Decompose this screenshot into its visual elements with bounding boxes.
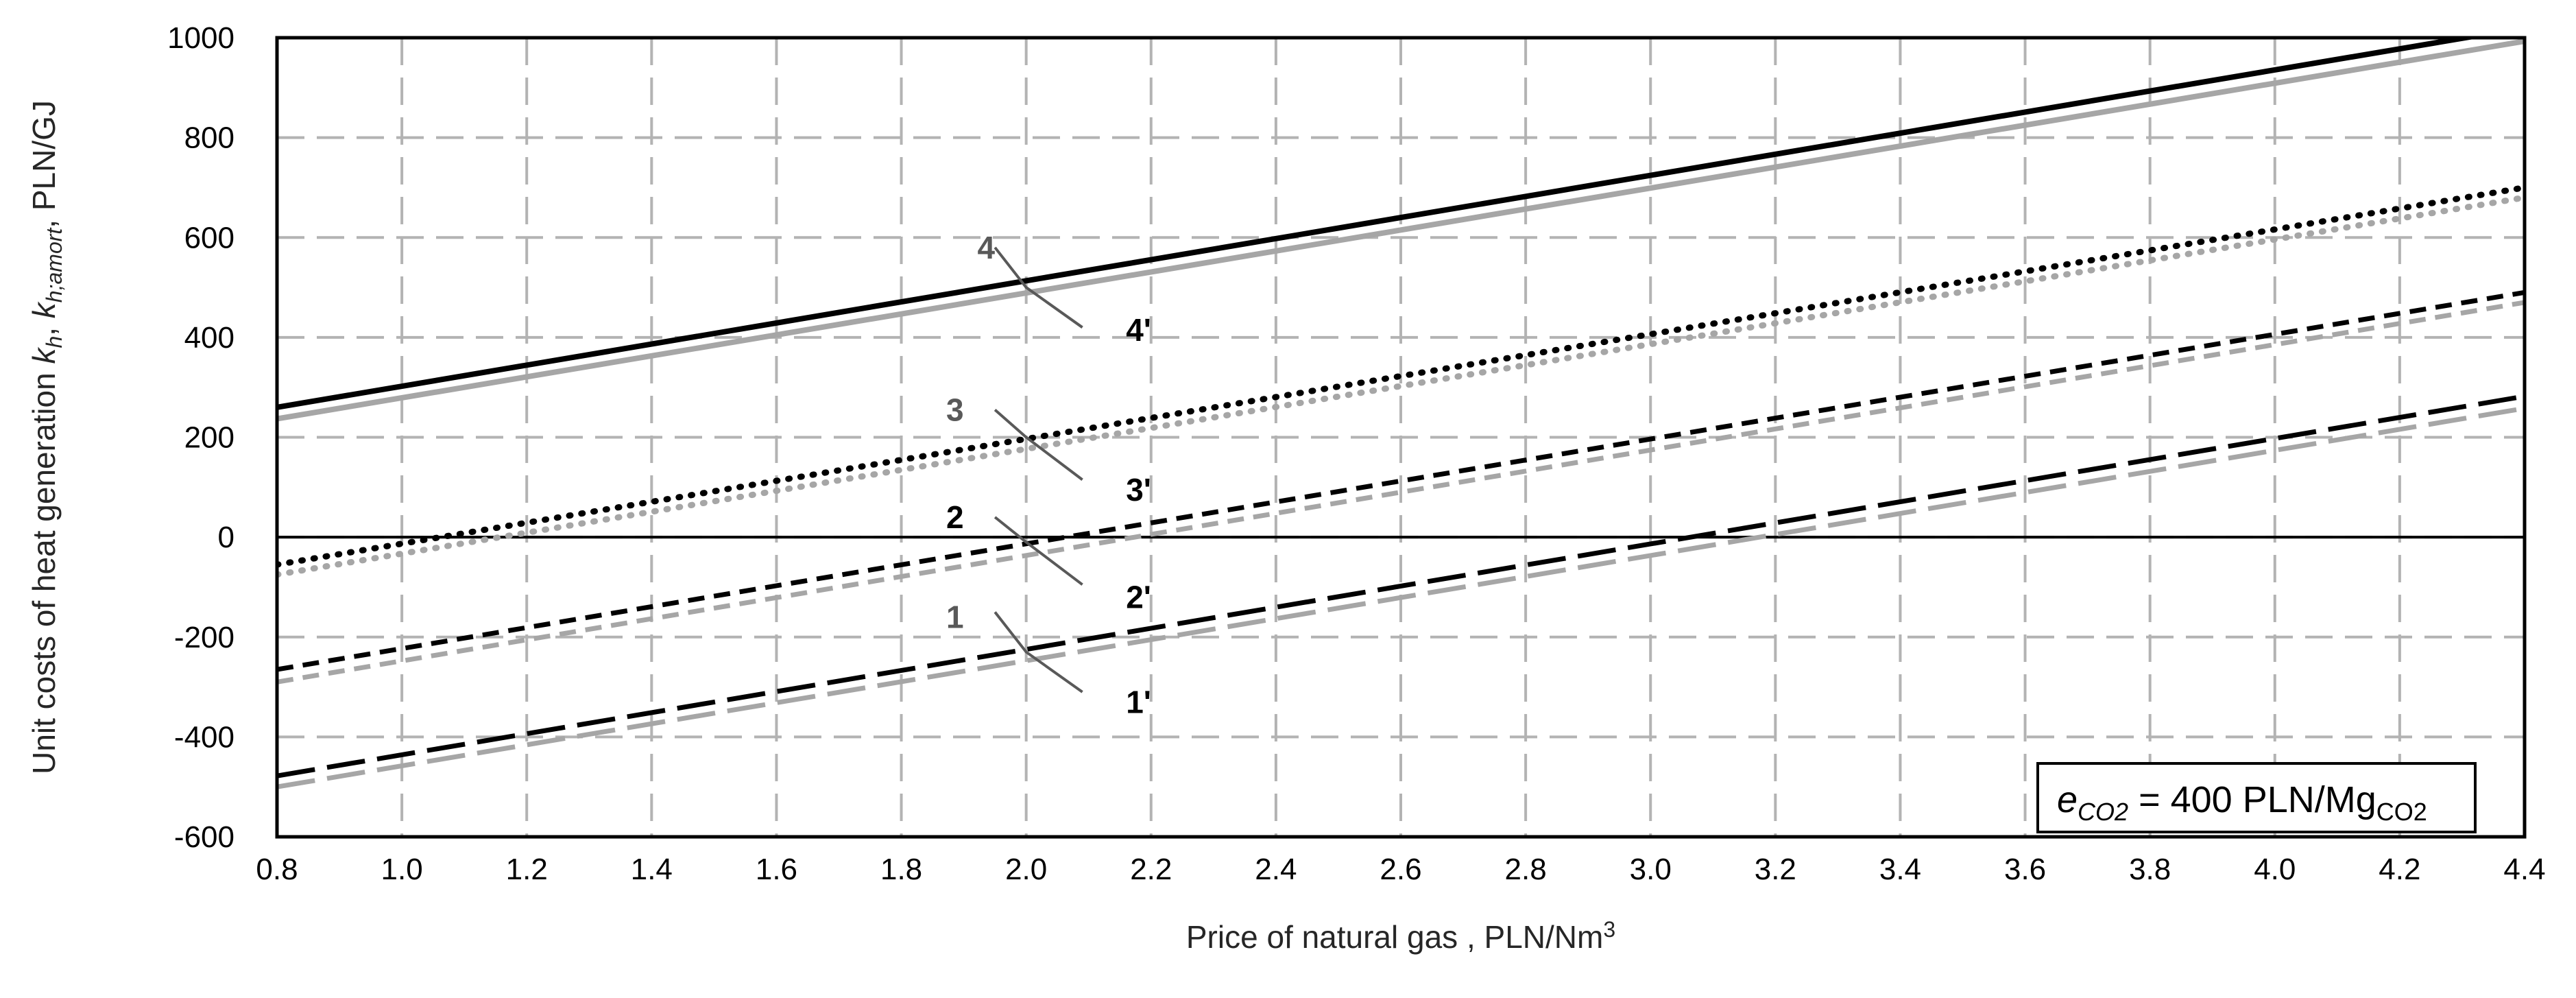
note-value: = 400 PLN/Mg [2128, 779, 2376, 820]
plot-frame [275, 36, 2527, 839]
series-line-1 [277, 394, 2525, 779]
x-tick-label: 1.6 [756, 853, 797, 886]
y-axis-ticks: -600 -400 -200 0 200 400 600 800 1000 [167, 21, 234, 854]
y-tick-label: 600 [184, 221, 234, 254]
x-tick-label: 3.6 [2004, 853, 2046, 886]
note-text: eCO2 = 400 PLN/MgCO2 [2057, 779, 2427, 826]
series-line-2 [277, 289, 2525, 672]
x-tick-label: 2.4 [1255, 853, 1297, 886]
x-axis-title: Price of natural gas , PLN/Nm3 [1186, 917, 1615, 955]
y-axis-title-main: Unit costs of heat generation [26, 364, 62, 774]
y-tick-label: 800 [184, 121, 234, 155]
x-tick-label: 3.4 [1879, 853, 1921, 886]
note-unit-sub: CO2 [2376, 798, 2427, 826]
curve-label: 3' [1126, 472, 1151, 508]
curve-label: 1' [1126, 684, 1151, 720]
label-leader-line [994, 246, 1083, 329]
x-tick-label: 2.2 [1130, 853, 1172, 886]
curve-label: 2' [1126, 580, 1151, 615]
series-line-4p [277, 38, 2525, 422]
y-tick-label: 200 [184, 421, 234, 455]
x-tick-label: 0.8 [256, 853, 298, 886]
y-axis-title-k2-sub: h;amort [42, 228, 67, 303]
curve-label: 4 [978, 230, 996, 265]
x-axis-title-text: Price of natural gas , PLN/Nm [1186, 919, 1603, 955]
x-tick-label: 1.2 [506, 853, 548, 886]
label-leader-line [994, 408, 1083, 481]
series-line-3 [277, 184, 2525, 568]
x-tick-label: 1.8 [880, 853, 922, 886]
y-tick-label: -200 [174, 621, 234, 654]
series-line-4 [277, 38, 2482, 410]
y-tick-label: 0 [218, 521, 234, 554]
x-tick-label: 4.4 [2503, 853, 2545, 886]
y-tick-label: -600 [174, 820, 234, 854]
series-line-3p [277, 194, 2525, 578]
curve-label: 4' [1126, 312, 1151, 348]
y-axis-title-k: k [26, 347, 62, 364]
x-tick-label: 3.0 [1630, 853, 1672, 886]
x-tick-label: 4.0 [2254, 853, 2296, 886]
series-lines [277, 38, 2525, 789]
label-leader-line [994, 611, 1083, 693]
series-line-1p [277, 405, 2525, 789]
y-axis-title: Unit costs of heat generation kh, kh;amo… [26, 100, 67, 774]
x-tick-label: 2.8 [1505, 853, 1547, 886]
y-tick-label: 400 [184, 321, 234, 355]
x-tick-label: 3.8 [2129, 853, 2171, 886]
curve-labels: 4 4' 3 3' 2 2' 1 1' [946, 230, 1151, 720]
label-leader-line [994, 516, 1083, 586]
x-tick-label: 4.2 [2379, 853, 2420, 886]
y-axis-title-k2: k [26, 301, 62, 318]
y-axis-title-k-sub: h [42, 336, 67, 348]
y-tick-label: -400 [174, 720, 234, 754]
x-tick-label: 3.2 [1755, 853, 1796, 886]
emission-price-note: eCO2 = 400 PLN/MgCO2 [2036, 762, 2477, 833]
curve-label: 2 [946, 499, 964, 535]
note-box [2036, 762, 2477, 833]
y-tick-label: 1000 [167, 21, 234, 55]
note-e: e [2057, 779, 2078, 820]
curve-label: 3 [946, 392, 964, 427]
x-tick-label: 1.0 [381, 853, 423, 886]
x-axis-title-sup: 3 [1603, 917, 1615, 942]
y-axis-title-sep: , [26, 318, 62, 336]
x-tick-label: 1.4 [631, 853, 673, 886]
x-axis-ticks: 0.8 1.0 1.2 1.4 1.6 1.8 2.0 2.2 2.4 2.6 2.8 3.0 3.2 3… [256, 853, 2545, 886]
x-tick-label: 2.0 [1005, 853, 1047, 886]
curve-label: 1 [946, 599, 964, 635]
y-axis-title-unit: , PLN/GJ [26, 100, 62, 228]
x-tick-label: 2.6 [1380, 853, 1421, 886]
note-e-sub: CO2 [2078, 798, 2128, 826]
series-line-2p [277, 300, 2525, 685]
